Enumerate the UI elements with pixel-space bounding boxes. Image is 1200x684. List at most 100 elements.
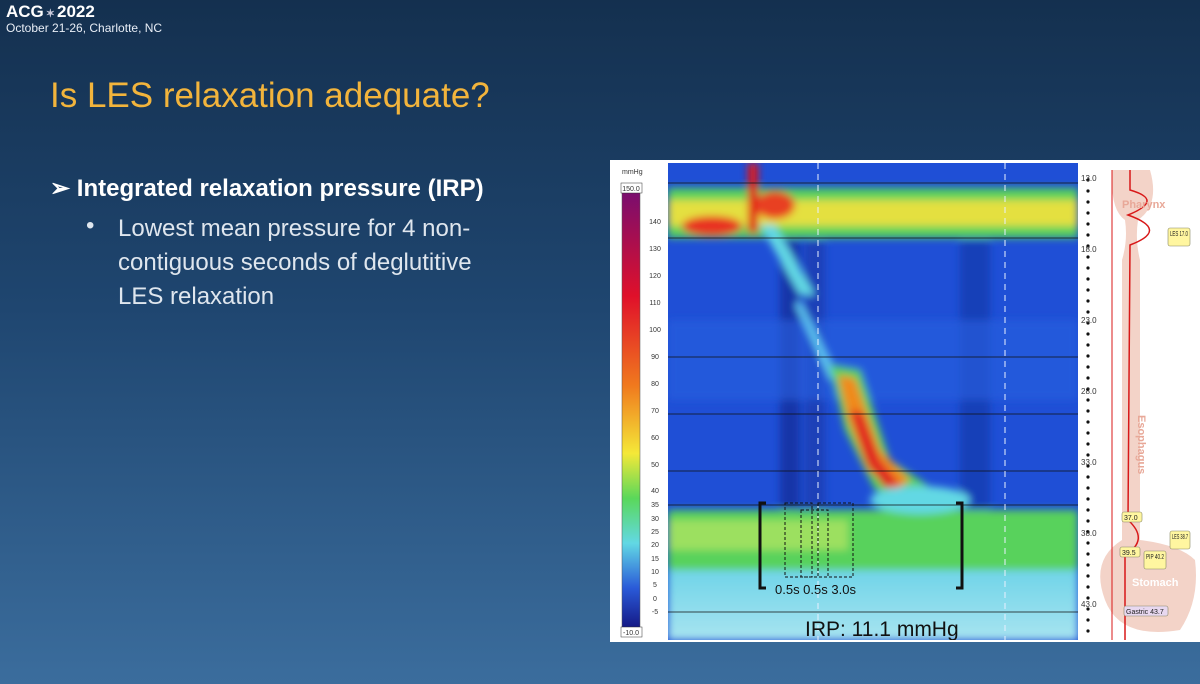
sensor-dot xyxy=(1086,453,1090,457)
scale-end-box xyxy=(620,182,643,194)
depth-label: 38.0 xyxy=(1081,529,1097,538)
map-shading xyxy=(668,163,1078,640)
depth-label: 13.0 xyxy=(1081,174,1097,183)
sub-bullet-line: LES relaxation xyxy=(118,283,275,310)
sensor-dot xyxy=(1086,508,1090,512)
logo: ACG ✶ 2022 xyxy=(6,2,95,22)
scale-end-box xyxy=(620,626,643,638)
region-label: Pharynx xyxy=(1122,199,1166,211)
sensor-dot xyxy=(1086,530,1090,534)
scale-label: 130 xyxy=(649,246,661,253)
sub-bullet: Lowest mean pressure for 4 non-contiguou… xyxy=(118,212,472,314)
sensor-dots xyxy=(1086,178,1090,633)
interval-label: 0.5s 0.5s 3.0s xyxy=(775,582,856,597)
sensor-dot xyxy=(1086,200,1090,204)
region-label: Esophagus xyxy=(1135,415,1147,474)
scale-label: 60 xyxy=(651,435,659,442)
brackets xyxy=(758,501,964,590)
scale-label: 110 xyxy=(649,300,660,307)
tag-box xyxy=(1121,511,1143,523)
scale-labels: 150.014013012011010090807060504035302520… xyxy=(620,182,661,638)
anatomy: 13.0 18.0 23.0 28.0 33.0 38.0 43.0 Pharynx Eso… xyxy=(1081,170,1196,640)
sensor-dot xyxy=(1086,442,1090,446)
sensor-dot xyxy=(1086,376,1090,380)
color-bar xyxy=(621,183,641,634)
sensor-dot xyxy=(1086,255,1090,259)
logo-text: ACG xyxy=(6,2,44,21)
sensor-dot xyxy=(1086,464,1090,468)
sensor-dot xyxy=(1086,519,1090,523)
sensor-dot xyxy=(1086,431,1090,435)
depth-labels: 13.0 18.0 23.0 28.0 33.0 38.0 43.0 xyxy=(1081,174,1097,609)
bullet-arrow: ➢ xyxy=(50,175,77,202)
sensor-dot xyxy=(1086,629,1090,633)
scale-label: 10 xyxy=(651,569,659,576)
sensor-dot xyxy=(1086,321,1090,325)
tag-box xyxy=(1169,530,1191,550)
scale-unit: mmHg xyxy=(622,169,643,176)
sub-bullet-line: Lowest mean pressure for 4 non- xyxy=(118,215,471,242)
window-boxes xyxy=(784,502,854,578)
tag-box xyxy=(1123,605,1169,617)
scale-label: 5 xyxy=(653,582,657,589)
sensor-dot xyxy=(1086,563,1090,567)
depth-label: 18.0 xyxy=(1081,245,1097,254)
irp-label: IRP: 11.1 mmHg xyxy=(805,618,959,641)
sensor-dot xyxy=(1086,552,1090,556)
hrm-figure: 0.5s 0.5s 3.0s IRP: 11.1 mmHg mmHg 150.0… xyxy=(610,160,1200,642)
scale-label: 120 xyxy=(649,273,661,280)
scale-label: 100 xyxy=(649,327,661,334)
logo-icon: ✶ xyxy=(45,8,55,20)
scale-label: 150.0 xyxy=(622,186,640,193)
logo-year: 2022 xyxy=(57,2,95,21)
tag-label: 37.0 xyxy=(1124,515,1138,522)
sub-bullet-dot: • xyxy=(86,212,95,239)
sensor-dot xyxy=(1086,288,1090,292)
sensor-dot xyxy=(1086,310,1090,314)
sensor-dot xyxy=(1086,244,1090,248)
sensor-dot xyxy=(1086,222,1090,226)
scale-label: 20 xyxy=(651,542,659,549)
sensor-lines xyxy=(668,182,1078,613)
sensor-dot xyxy=(1086,541,1090,545)
subtitle: October 21-26, Charlotte, NC xyxy=(6,21,163,35)
sensor-dot xyxy=(1086,618,1090,622)
tag-label: LES 38.7 xyxy=(1172,534,1188,541)
scale-label: 30 xyxy=(651,516,659,523)
scale-label: 90 xyxy=(651,354,659,361)
sensor-dot xyxy=(1086,233,1090,237)
scale-label: 80 xyxy=(651,381,659,388)
depth-label: 33.0 xyxy=(1081,458,1097,467)
sensor-dot xyxy=(1086,189,1090,193)
sensor-dot xyxy=(1086,574,1090,578)
tag-label: LES 17.0 xyxy=(1170,231,1188,238)
depth-label: 43.0 xyxy=(1081,600,1097,609)
sensor-dot xyxy=(1086,266,1090,270)
tag-label: 39.5 xyxy=(1122,550,1136,557)
sensor-dot xyxy=(1086,299,1090,303)
scale-label: 140 xyxy=(649,219,661,226)
sensor-dot xyxy=(1086,332,1090,336)
sensor-dot xyxy=(1086,497,1090,501)
scale-label: 25 xyxy=(651,529,659,536)
tag-box xyxy=(1143,550,1167,570)
pressure-profile xyxy=(1124,170,1151,640)
depth-label: 23.0 xyxy=(1081,316,1097,325)
depth-label: 28.0 xyxy=(1081,387,1097,396)
sensor-dot xyxy=(1086,211,1090,215)
pressure-map: 0.5s 0.5s 3.0s IRP: 11.1 mmHg xyxy=(668,163,1078,641)
sensor-dot xyxy=(1086,585,1090,589)
sensor-dot xyxy=(1086,420,1090,424)
bullet: ➢ Integrated relaxation pressure (IRP) xyxy=(50,174,484,203)
scale-label: 50 xyxy=(651,462,659,469)
sensor-dot xyxy=(1086,277,1090,281)
tag-label: PIP 40.2 xyxy=(1146,554,1164,561)
scale-label: -10.0 xyxy=(623,630,639,637)
scale-label: 70 xyxy=(651,408,659,415)
sensor-dot xyxy=(1086,409,1090,413)
sensor-dot xyxy=(1086,387,1090,391)
tags: LES 17.0 37.0 LES 38.7 39.5 PIP 40.2 Gastric … xyxy=(1119,227,1191,617)
scale-label: 35 xyxy=(651,502,659,509)
sensor-dot xyxy=(1086,486,1090,490)
